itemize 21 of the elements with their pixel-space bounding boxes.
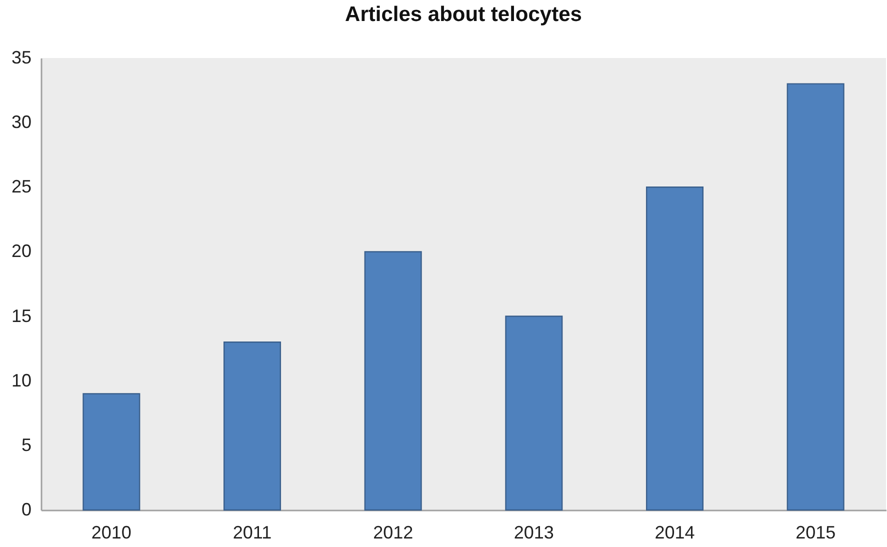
y-tick-label: 30 <box>11 112 32 132</box>
y-tick-label: 10 <box>11 370 32 390</box>
x-tick-label: 2015 <box>796 522 836 542</box>
y-tick-label: 0 <box>21 500 32 520</box>
x-tick-label: 2014 <box>654 522 695 542</box>
bar <box>646 186 704 511</box>
x-tick-label: 2011 <box>232 522 272 542</box>
x-tick-label: 2013 <box>514 522 554 542</box>
x-tick-label: 2012 <box>373 522 414 542</box>
y-tick-label: 5 <box>21 434 32 455</box>
bar <box>505 316 563 511</box>
y-tick-label: 25 <box>11 176 32 197</box>
y-tick-label: 20 <box>11 241 32 262</box>
bar <box>223 342 282 511</box>
bar <box>82 393 140 511</box>
chart-title: Articles about telocytes <box>345 3 582 26</box>
y-tick-label: 35 <box>11 48 32 68</box>
bar <box>364 251 422 511</box>
x-tick-label: 2010 <box>91 522 132 542</box>
bar <box>786 83 844 511</box>
y-tick-label: 15 <box>11 306 32 326</box>
